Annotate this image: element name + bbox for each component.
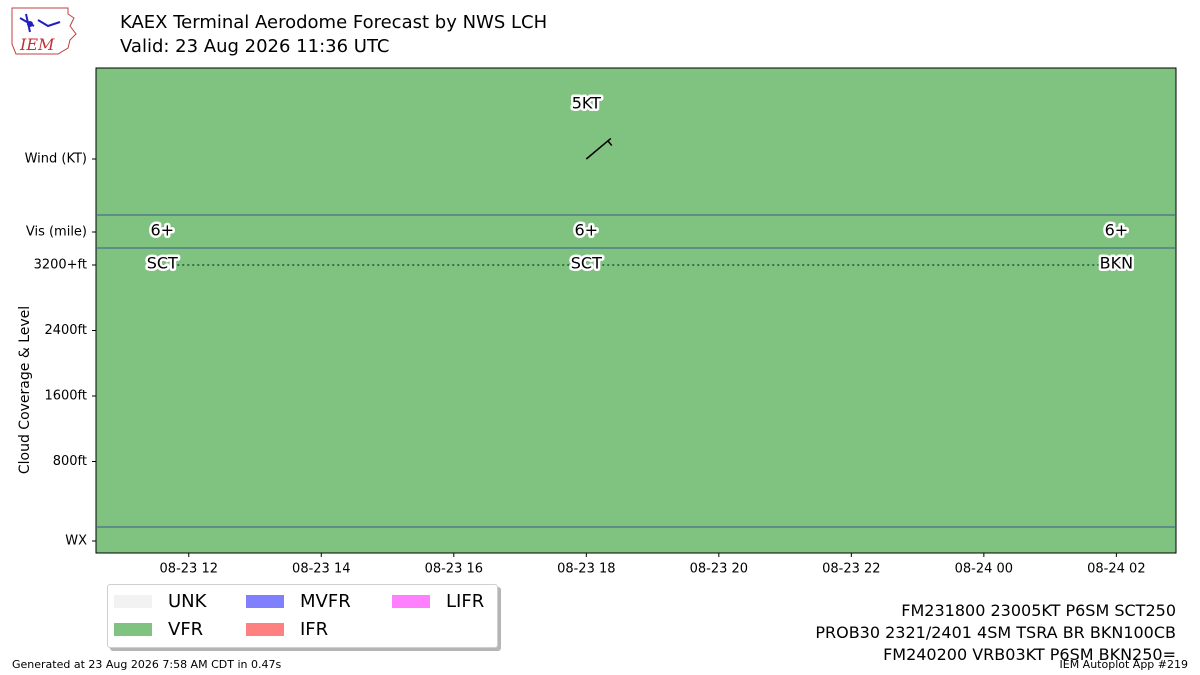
x-tick-label: 08-24 00 — [955, 562, 1013, 577]
y-axis: Wind (KT) Vis (mile) 3200+ft 2400ft 1600ft 80… — [25, 152, 96, 549]
svg-text:6+: 6+ — [1105, 221, 1129, 240]
vis-label: 6+6+ — [148, 218, 177, 242]
x-tick-label: 08-23 20 — [690, 562, 748, 577]
svg-text:6+: 6+ — [575, 221, 599, 240]
y-axis-label: Cloud Coverage & Level — [17, 306, 33, 474]
x-tick-label: 08-23 18 — [557, 562, 615, 577]
svg-text:IEM: IEM — [19, 35, 55, 54]
y-tick-label: 2400ft — [44, 323, 87, 338]
taf-line: FM231800 23005KT P6SM SCT250 — [901, 601, 1176, 620]
svg-text:6+: 6+ — [150, 221, 174, 240]
svg-text:SCT: SCT — [147, 254, 178, 273]
y-tick-label: 800ft — [53, 454, 87, 469]
x-tick-label: 08-24 02 — [1087, 562, 1145, 577]
y-tick-label: Wind (KT) — [25, 152, 87, 167]
legend-swatch — [246, 623, 284, 636]
svg-text:BKN: BKN — [1100, 254, 1133, 273]
svg-text:6+: 6+ — [1105, 221, 1129, 240]
legend-item-vfr: VFR — [114, 619, 203, 640]
taf-line: FM240200 VRB03KT P6SM BKN250= — [883, 645, 1176, 664]
svg-text:SCT: SCT — [571, 254, 602, 273]
legend-swatch — [392, 595, 430, 608]
x-tick-label: 08-23 22 — [822, 562, 880, 577]
generated-note: Generated at 23 Aug 2026 7:58 AM CDT in … — [12, 658, 282, 671]
x-tick-label: 08-23 12 — [160, 562, 218, 577]
y-tick-label: WX — [65, 534, 87, 549]
svg-text:SCT: SCT — [571, 254, 602, 273]
chart-valid-time: Valid: 23 Aug 2026 11:36 UTC — [120, 36, 390, 57]
y-tick-label: 1600ft — [44, 389, 87, 404]
x-tick-label: 08-23 14 — [292, 562, 350, 577]
iem-logo: IEM — [11, 7, 77, 55]
y-tick-label: 3200+ft — [34, 258, 87, 273]
vis-label: 6+6+ — [572, 218, 601, 242]
legend-item-unk: UNK — [114, 591, 206, 612]
wind-barb — [585, 137, 612, 160]
wind-barb-flag — [607, 140, 613, 146]
x-axis: 08-23 12 08-23 14 08-23 16 08-23 18 08-23 20… — [160, 553, 1146, 577]
legend-swatch — [114, 623, 152, 636]
x-tick-label: 08-23 16 — [425, 562, 483, 577]
svg-text:5KT: 5KT — [572, 94, 601, 113]
legend: UNK VFR MVFR IFR LIFR — [107, 584, 498, 648]
svg-text:5KT: 5KT — [572, 94, 601, 113]
chart-title: KAEX Terminal Aerodome Forecast by NWS L… — [120, 12, 548, 33]
legend-swatch — [246, 595, 284, 608]
app-id: IEM Autoplot App #219 — [1059, 658, 1189, 671]
vis-label: 6+6+ — [1102, 218, 1131, 242]
svg-text:6+: 6+ — [150, 221, 174, 240]
svg-text:SCT: SCT — [147, 254, 178, 273]
svg-text:BKN: BKN — [1100, 254, 1133, 273]
taf-line: PROB30 2321/2401 4SM TSRA BR BKN100CB — [815, 623, 1176, 642]
legend-item-ifr: IFR — [246, 619, 328, 640]
y-tick-label: Vis (mile) — [26, 225, 87, 240]
legend-item-mvfr: MVFR — [246, 591, 351, 612]
taf-text: FM231800 23005KT P6SM SCT250 PROB30 2321… — [815, 600, 1176, 666]
svg-text:6+: 6+ — [575, 221, 599, 240]
plot-background — [95, 67, 1177, 554]
legend-item-lifr: LIFR — [392, 591, 484, 612]
legend-swatch — [114, 595, 152, 608]
